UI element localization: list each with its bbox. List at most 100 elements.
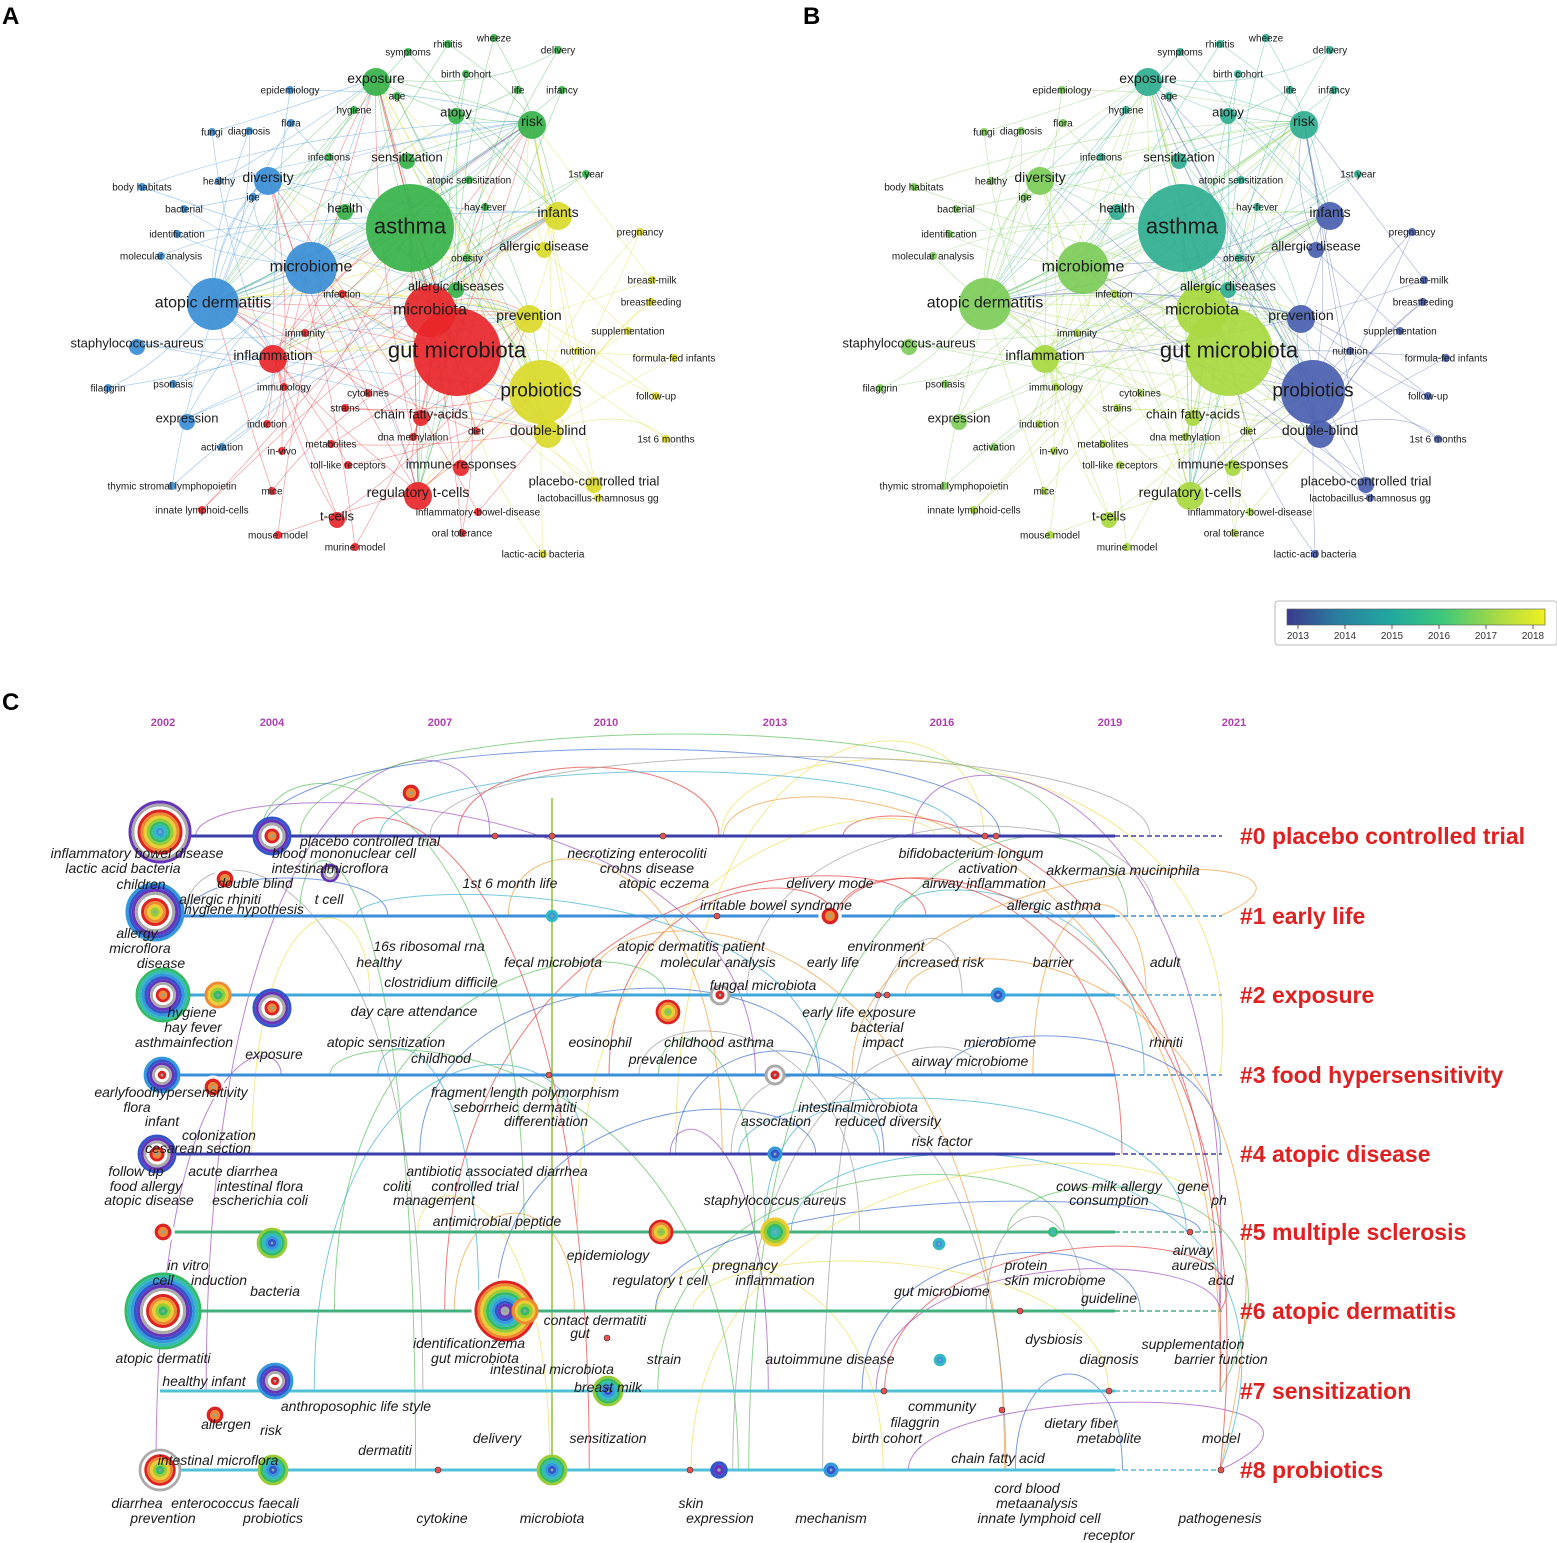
timeline-label-dermatiti: dermatiti	[358, 1442, 413, 1458]
timeline-arc	[453, 1212, 575, 1312]
b-edge	[908, 342, 1314, 391]
cluster-label-6: #6 atopic dermatitis	[1240, 1298, 1456, 1324]
timeline-node	[128, 800, 192, 864]
b-edge	[1044, 354, 1121, 466]
timeline-year-2016: 2016	[930, 717, 954, 729]
a-edge	[212, 292, 530, 316]
timeline-arc	[419, 987, 820, 1155]
timeline-label-microflora: microflora	[109, 940, 171, 956]
a-node-infancy	[558, 86, 566, 94]
timeline-label-adult: adult	[1150, 954, 1181, 970]
a-node-asthma	[366, 184, 454, 272]
timeline-arc	[985, 1216, 1085, 1312]
timeline-label-delivery: delivery	[473, 1430, 522, 1446]
a-edge	[212, 301, 542, 391]
b-edge	[1108, 314, 1302, 517]
b-node-bacterial	[952, 205, 960, 213]
a-edge	[212, 130, 250, 303]
b-label-asthma: asthma	[1146, 214, 1219, 239]
timeline-node	[255, 991, 289, 1025]
timeline-label-double-blind: double blind	[217, 875, 294, 891]
timeline-label-increased-risk: increased risk	[898, 954, 985, 970]
b-node-exposure	[1134, 68, 1162, 96]
timeline-node	[547, 1465, 557, 1475]
b-edge	[958, 211, 1331, 419]
timeline-label-delivery-mode: delivery mode	[786, 875, 873, 891]
timeline-label-airway-microbiome: airway microbiome	[912, 1053, 1029, 1069]
timeline-node	[270, 1376, 280, 1386]
timeline-label-fecal-microbiota: fecal microbiota	[504, 954, 602, 970]
b-edge	[1168, 95, 1302, 316]
timeline-arc	[690, 1162, 1221, 1471]
a-node-wheeze	[490, 34, 498, 42]
cluster-label-2: #2 exposure	[1240, 982, 1374, 1008]
a-node-exposure	[362, 68, 390, 96]
b-label-age: age	[1161, 92, 1178, 103]
b-label-atopic-dermatitis: atopic dermatitis	[927, 295, 1044, 312]
timeline-node	[144, 1454, 176, 1486]
b-label-activation: activation	[973, 443, 1015, 454]
timeline-node	[267, 1238, 277, 1248]
b-edge	[984, 301, 1314, 391]
a-edge	[341, 293, 419, 493]
timeline-label-cesarean-section: cesarean section	[145, 1140, 251, 1156]
timeline-label-metaanalysis: metaanalysis	[996, 1495, 1078, 1511]
b-label-thymic-stromal-lymphopoietin: thymic stromal lymphopoietin	[880, 482, 1009, 493]
b-node-life	[1286, 86, 1294, 94]
timeline-label-cytokine: cytokine	[416, 1510, 468, 1526]
a-edge	[375, 77, 595, 482]
b-edge	[1147, 49, 1331, 82]
b-node-1st-6-months	[1434, 435, 1442, 443]
timeline-node	[655, 999, 681, 1025]
timeline-node	[147, 904, 163, 920]
b-node-diet	[1244, 427, 1252, 435]
timeline-arc	[429, 756, 1151, 837]
timeline-label-placebo-controlled-trial: placebo controlled trial	[299, 833, 441, 849]
a-label-lactic-acid-bacteria: lactic-acid bacteria	[502, 550, 585, 561]
b-label-atopic-sensitization: atopic sensitization	[1199, 176, 1284, 187]
b-node-murine-model	[1123, 543, 1131, 551]
b-node-infancy	[1330, 86, 1338, 94]
timeline-node	[152, 984, 174, 1006]
a-label-immunology: immunology	[257, 383, 311, 394]
b-node-hygiene	[1122, 106, 1130, 114]
timeline-label-supplementation: supplementation	[1142, 1336, 1245, 1352]
timeline-node	[658, 1002, 678, 1022]
timeline-label-expression: expression	[686, 1510, 754, 1526]
a-label-rhinitis: rhinitis	[434, 40, 463, 51]
timeline-label-cows-milk-allergy: cows milk allergy	[1056, 1178, 1163, 1194]
b-edge	[1147, 77, 1367, 482]
timeline-node	[770, 1227, 780, 1237]
a-node-1st-year	[582, 170, 590, 178]
a-label-filaggrin: filaggrin	[90, 384, 125, 395]
b-label-double-blind: double-blind	[1282, 422, 1358, 438]
timeline-label-gut-microbiome: gut microbiome	[894, 1283, 990, 1299]
timeline-label-antimicrobial-peptide: antimicrobial peptide	[433, 1213, 562, 1229]
timeline-node	[204, 1078, 222, 1096]
timeline-node	[255, 819, 289, 853]
b-node-infection	[1110, 290, 1118, 298]
colorbar-tick-label: 2018	[1522, 631, 1545, 642]
a-label-supplementation: supplementation	[591, 327, 664, 338]
a-node-mice	[268, 487, 276, 495]
a-edge	[455, 111, 559, 213]
a-edge	[417, 314, 530, 493]
timeline-node	[826, 1465, 836, 1475]
timeline-dot	[981, 832, 989, 840]
timeline-label-food-allergy: food allergy	[110, 1178, 183, 1194]
timeline-nodes	[124, 781, 1225, 1492]
b-label-nutrition: nutrition	[1332, 347, 1368, 358]
cluster-label-5: #5 multiple sclerosis	[1240, 1219, 1466, 1245]
a-node-inflammatory-bowel-disease	[474, 508, 482, 516]
timeline-arcs	[155, 733, 1264, 1471]
a-edge	[272, 173, 587, 356]
a-label-identification: identification	[149, 230, 205, 241]
timeline-label-fragment-length-polymorphism: fragment length polymorphism	[431, 1084, 620, 1100]
a-label-atopy: atopy	[440, 105, 472, 120]
a-label-allergic-diseases: allergic diseases	[408, 279, 505, 294]
b-edge	[1039, 77, 1149, 178]
a-label-infection: infection	[323, 290, 360, 301]
b-label-birth-cohort: birth cohort	[1213, 70, 1263, 81]
timeline-label-early-life-exposure: early life exposure	[802, 1004, 916, 1020]
